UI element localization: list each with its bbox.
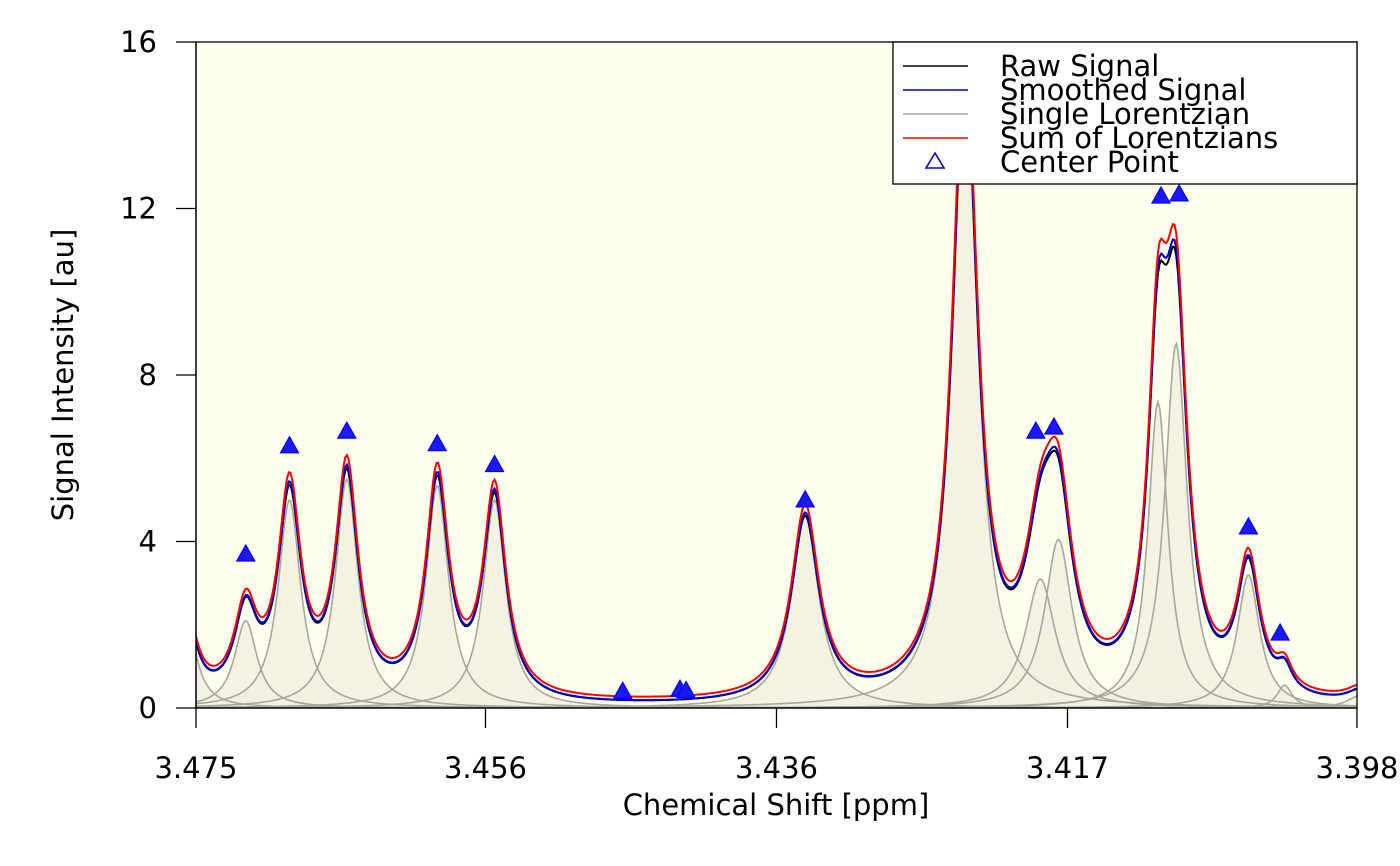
x-axis-label: Chemical Shift [ppm] xyxy=(623,788,930,822)
center-point-10 xyxy=(1043,416,1064,435)
signal-curves xyxy=(196,42,1357,702)
smoothed-signal-line xyxy=(196,55,1357,702)
legend-swatch-4 xyxy=(924,151,946,169)
center-point-5 xyxy=(612,681,633,699)
center-point-4 xyxy=(484,454,505,473)
legend-label-4: Center Point xyxy=(1000,145,1179,179)
sum-of-lorentzians-line xyxy=(196,42,1357,698)
y-tick-label-2: 8 xyxy=(139,358,157,392)
legend-label-0: Raw Signal xyxy=(1000,49,1159,83)
legend-label-2: Single Lorentzian xyxy=(1000,97,1250,131)
center-point-13 xyxy=(1238,516,1259,535)
lorentzian-fill-3 xyxy=(196,479,1357,708)
lorentzian-fill-5 xyxy=(196,499,1357,708)
y-tick-label-4: 16 xyxy=(120,25,157,59)
y-tick-label-3: 12 xyxy=(120,192,157,226)
center-point-11 xyxy=(1150,185,1172,204)
legend-label-3: Sum of Lorentzians xyxy=(1000,121,1278,155)
center-point-7 xyxy=(676,680,697,699)
center-point-8 xyxy=(795,489,816,508)
center-point-14 xyxy=(1270,622,1291,641)
lorentzian-fill-6 xyxy=(196,516,1357,708)
center-point-2 xyxy=(336,420,357,439)
x-tick-label-1: 3.456 xyxy=(444,751,527,785)
y-axis: 0 4 8 12 16 xyxy=(120,25,197,725)
center-point-9 xyxy=(1025,420,1046,439)
center-point-markers xyxy=(235,183,1291,699)
legend-label-1: Smoothed Signal xyxy=(1000,73,1246,107)
x-axis: 3.475 3.456 3.436 3.417 3.398 xyxy=(154,707,1399,785)
y-tick-label-1: 4 xyxy=(139,525,157,559)
x-tick-label-2: 3.436 xyxy=(735,751,818,785)
center-point-12 xyxy=(1169,183,1190,202)
x-tick-label-0: 3.475 xyxy=(154,751,237,785)
center-point-0 xyxy=(235,543,256,562)
lorentzian-fill-4 xyxy=(196,485,1357,708)
lorentzian-fill-12 xyxy=(196,575,1357,708)
y-axis-label: Signal Intensity [au] xyxy=(46,229,80,522)
x-tick-label-4: 3.398 xyxy=(1315,751,1398,785)
legend-box xyxy=(892,41,1358,185)
center-point-3 xyxy=(427,433,448,452)
center-point-1 xyxy=(279,435,300,454)
y-tick-label-0: 0 xyxy=(139,691,157,725)
x-tick-label-3: 3.417 xyxy=(1026,751,1109,785)
